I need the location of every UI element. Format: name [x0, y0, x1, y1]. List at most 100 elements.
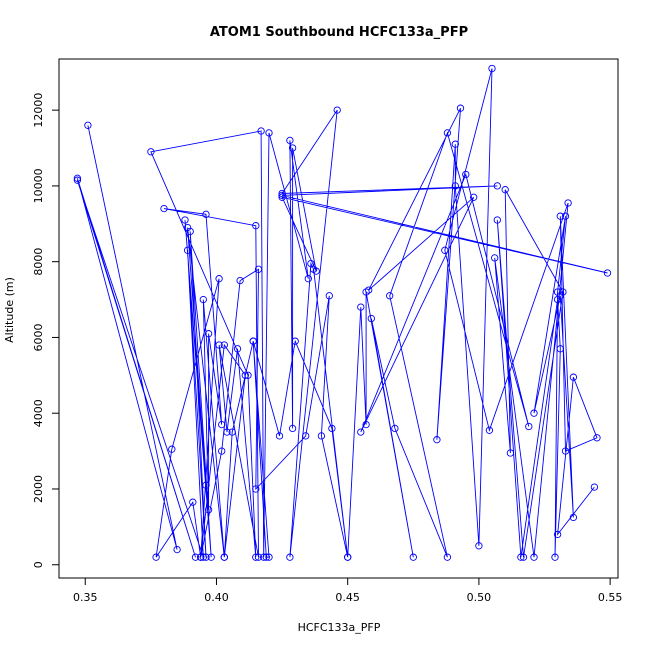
data-point	[470, 193, 478, 201]
data-point	[344, 553, 352, 561]
plot-frame	[58, 58, 619, 579]
data-point	[302, 432, 310, 440]
data-point	[564, 199, 572, 207]
data-point	[191, 553, 200, 561]
data-point	[307, 259, 315, 268]
y-tick-label: 4000	[32, 399, 45, 427]
data-point	[147, 148, 155, 156]
data-point	[325, 292, 333, 300]
y-tick-label: 2000	[32, 475, 45, 503]
data-point	[168, 445, 176, 453]
y-tick-label: 12000	[32, 93, 45, 128]
data-point	[73, 174, 82, 182]
y-tick-label: 0	[32, 561, 45, 568]
data-point	[183, 223, 192, 232]
data-point	[160, 204, 168, 213]
data-point	[286, 553, 294, 561]
data-point	[485, 426, 494, 434]
data-point	[593, 434, 601, 442]
data-point	[215, 275, 223, 283]
data-point	[228, 428, 236, 436]
data-point	[433, 436, 441, 444]
y-axis-label: Altitude (m)	[3, 277, 16, 343]
data-point	[152, 553, 160, 561]
y-tick-label: 6000	[32, 323, 45, 351]
data-point	[199, 295, 207, 304]
data-point	[204, 330, 213, 338]
data-point	[491, 254, 499, 262]
data-point	[309, 265, 318, 273]
data-point	[357, 428, 365, 436]
data-point	[199, 553, 207, 561]
x-tick-label: 0.55	[598, 591, 623, 604]
data-point	[391, 424, 399, 433]
x-tick-label: 0.35	[73, 591, 98, 604]
data-point	[254, 265, 263, 273]
data-point	[590, 483, 599, 491]
data-point	[386, 292, 394, 300]
data-point	[236, 276, 244, 285]
data-point	[556, 345, 564, 353]
y-tick-label: 10000	[32, 168, 45, 203]
data-point	[556, 292, 564, 300]
data-point	[569, 373, 578, 381]
x-axis: 0.35 0.40 0.45 0.50 0.55	[73, 577, 623, 604]
data-point	[525, 422, 533, 431]
data-point	[409, 553, 417, 561]
data-point	[561, 447, 570, 455]
data-point	[183, 246, 192, 254]
data-point	[559, 288, 567, 296]
data-point	[451, 140, 459, 148]
y-tick-label: 8000	[32, 248, 45, 276]
data-point	[241, 371, 249, 379]
data-point	[202, 553, 210, 561]
data-point	[215, 341, 223, 349]
data-point	[451, 182, 459, 190]
data-point	[254, 553, 263, 561]
data-point	[501, 186, 509, 194]
data-point	[197, 553, 205, 561]
data-point	[530, 553, 538, 561]
data-point	[186, 227, 194, 236]
data-point	[278, 191, 286, 200]
data-point	[252, 222, 260, 230]
data-point	[288, 424, 297, 433]
series-line	[76, 68, 608, 558]
data-point	[553, 530, 562, 539]
data-point	[475, 542, 483, 550]
data-point	[233, 345, 242, 353]
chart-title: ATOM1 Southbound HCFC133a_PFP	[210, 25, 468, 40]
data-point	[257, 127, 265, 135]
data-point	[252, 485, 260, 493]
data-point	[252, 553, 260, 561]
data-point	[173, 545, 181, 554]
data-point	[603, 269, 612, 277]
data-point	[443, 129, 452, 137]
data-point	[220, 553, 228, 561]
data-point	[362, 420, 370, 429]
data-point	[456, 104, 465, 112]
data-point	[204, 506, 213, 514]
plot-area	[58, 58, 619, 579]
data-point	[265, 553, 273, 561]
data-point	[333, 106, 341, 114]
x-tick-label: 0.40	[204, 591, 229, 604]
data-point	[561, 212, 570, 220]
data-point	[551, 553, 559, 561]
data-point	[493, 182, 501, 190]
data-point	[519, 553, 528, 561]
data-point	[328, 424, 336, 433]
data-point	[278, 193, 286, 201]
data-point	[357, 303, 365, 311]
data-point	[506, 449, 515, 457]
data-point	[553, 288, 562, 296]
data-point	[260, 553, 268, 561]
data-point	[441, 246, 449, 254]
data-point	[218, 447, 226, 455]
x-tick-label: 0.45	[335, 591, 360, 604]
data-point	[304, 275, 312, 283]
x-tick-label: 0.50	[467, 591, 492, 604]
data-point	[462, 170, 470, 179]
data-point	[553, 295, 562, 304]
